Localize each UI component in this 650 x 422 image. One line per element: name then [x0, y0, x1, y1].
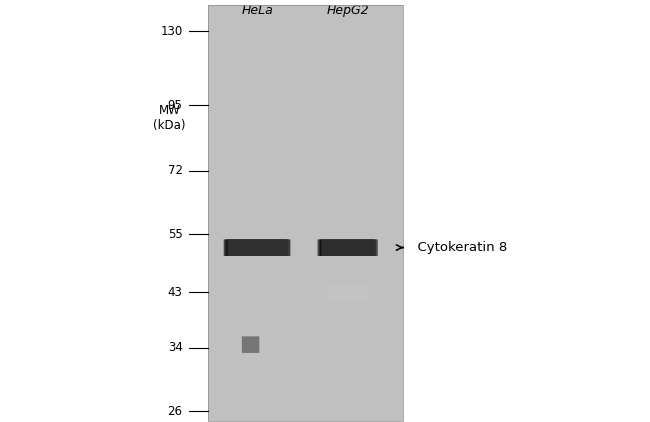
Text: 130: 130: [161, 24, 183, 38]
Text: 34: 34: [168, 341, 183, 354]
Text: 26: 26: [168, 405, 183, 418]
FancyBboxPatch shape: [242, 336, 259, 353]
Text: 72: 72: [168, 164, 183, 177]
FancyBboxPatch shape: [320, 239, 376, 256]
Text: 55: 55: [168, 228, 183, 241]
FancyBboxPatch shape: [318, 239, 374, 256]
Text: 95: 95: [168, 99, 183, 112]
FancyBboxPatch shape: [227, 239, 291, 256]
Text: 43: 43: [168, 286, 183, 299]
Text: MW
(kDa): MW (kDa): [153, 104, 186, 132]
FancyBboxPatch shape: [209, 5, 402, 421]
FancyBboxPatch shape: [234, 284, 280, 301]
FancyBboxPatch shape: [328, 284, 368, 301]
Text: Cytokeratin 8: Cytokeratin 8: [396, 241, 508, 254]
Text: HeLa: HeLa: [241, 4, 273, 17]
Text: HepG2: HepG2: [326, 4, 369, 17]
FancyBboxPatch shape: [224, 239, 287, 256]
FancyBboxPatch shape: [322, 239, 378, 256]
FancyBboxPatch shape: [226, 239, 289, 256]
